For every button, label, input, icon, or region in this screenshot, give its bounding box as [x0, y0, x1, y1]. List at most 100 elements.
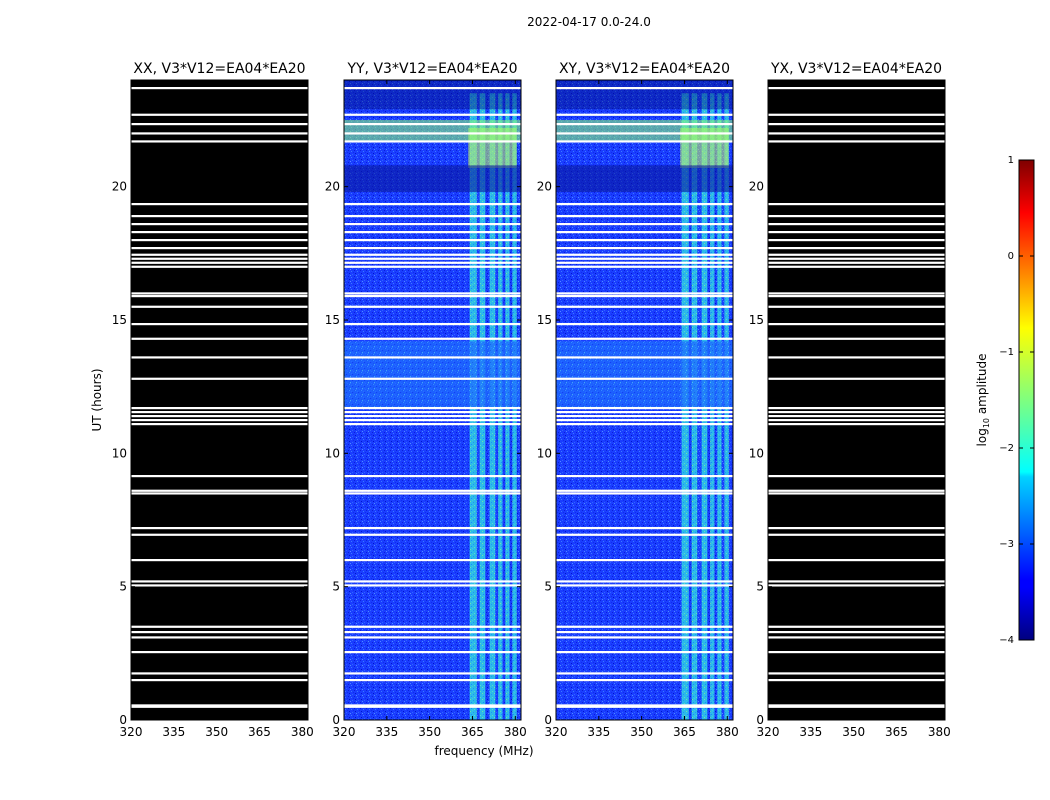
flagged-row [344, 475, 521, 478]
y-tick-label: 20 [325, 180, 340, 194]
flagged-row [344, 253, 521, 256]
flagged-row [556, 559, 733, 562]
panel-3: XY, V3*V12=EA04*EA20 320 335 350 365 380 0 5 10 1… [537, 61, 739, 739]
elevated-region [344, 341, 521, 408]
flagged-row [344, 337, 521, 340]
bright-row [556, 120, 733, 142]
flagged-row [768, 651, 945, 654]
flagged-row [768, 489, 945, 492]
flagged-row [556, 527, 733, 530]
flagged-row [344, 140, 521, 143]
flagged-row [768, 247, 945, 250]
flagged-row [131, 231, 308, 234]
flagged-row [556, 636, 733, 639]
flagged-row [556, 489, 733, 492]
panel-title: XX, V3*V12=EA04*EA20 [133, 61, 305, 77]
flagged-row [556, 411, 733, 414]
flagged-row [556, 203, 733, 206]
flagged-row [131, 625, 308, 628]
flagged-row [768, 261, 945, 264]
colorbar-tick-label: 1 [1008, 155, 1014, 166]
flagged-row [131, 584, 308, 587]
flagged-row [768, 631, 945, 634]
flagged-row [344, 247, 521, 250]
flagged-row [131, 113, 308, 116]
bright-row [344, 120, 521, 142]
flagged-row [344, 705, 521, 708]
flagged-row [344, 625, 521, 628]
flagged-row [344, 292, 521, 295]
y-tick-label: 20 [749, 180, 764, 194]
x-tick-label: 350 [842, 725, 865, 739]
flagged-row [344, 123, 521, 126]
flagged-row [768, 636, 945, 639]
dark-region [344, 165, 521, 192]
flagged-row [556, 377, 733, 380]
flagged-row [556, 223, 733, 226]
flagged-row [344, 377, 521, 380]
flagged-row [556, 407, 733, 410]
flagged-row [768, 407, 945, 410]
x-tick-label: 365 [248, 725, 271, 739]
y-tick-label: 5 [544, 580, 552, 594]
flagged-row [344, 407, 521, 410]
flagged-row [768, 704, 945, 707]
flagged-row [768, 419, 945, 422]
x-tick-label: 365 [673, 725, 696, 739]
x-tick-label: 365 [885, 725, 908, 739]
flagged-row [344, 672, 521, 675]
flagged-row [556, 651, 733, 654]
flagged-row [344, 651, 521, 654]
flagged-row [131, 261, 308, 264]
flagged-row [131, 423, 308, 426]
flagged-row [131, 651, 308, 654]
flagged-row [344, 411, 521, 414]
flagged-row [768, 292, 945, 295]
flagged-row [344, 323, 521, 326]
x-tick-label: 350 [418, 725, 441, 739]
flagged-row [131, 527, 308, 530]
flagged-row [344, 257, 521, 260]
flagged-row [344, 305, 521, 308]
x-tick-label: 380 [716, 725, 739, 739]
flagged-row [556, 140, 733, 143]
flagged-row [131, 559, 308, 562]
flagged-row [768, 223, 945, 226]
flagged-row [131, 636, 308, 639]
flagged-row [768, 265, 945, 268]
flagged-row [556, 253, 733, 256]
panel-2: YY, V3*V12=EA04*EA20 320 335 350 365 380 0 5 10 1… [325, 61, 527, 739]
flagged-row [131, 679, 308, 682]
x-tick-label: 335 [375, 725, 398, 739]
flagged-row [768, 423, 945, 426]
flagged-row [768, 533, 945, 536]
flagged-row [556, 415, 733, 418]
flagged-row [768, 559, 945, 562]
colorbar-tick-label: −3 [999, 539, 1014, 550]
flagged-row [556, 132, 733, 135]
flagged-row [556, 580, 733, 583]
flagged-row [131, 295, 308, 298]
panel-frame [767, 79, 946, 721]
flagged-row [131, 533, 308, 536]
flagged-row [344, 356, 521, 359]
flagged-row [131, 215, 308, 218]
flagged-row [768, 679, 945, 682]
flagged-row [344, 533, 521, 536]
flagged-row [556, 261, 733, 264]
flagged-row [131, 411, 308, 414]
flagged-row [556, 292, 733, 295]
x-tick-label: 350 [205, 725, 228, 739]
colorbar-tick-label: −4 [999, 635, 1014, 646]
flagged-row [131, 140, 308, 143]
flagged-row [131, 580, 308, 583]
flagged-row [344, 132, 521, 135]
y-tick-label: 15 [537, 313, 552, 327]
flagged-row [131, 305, 308, 308]
panel-frame [130, 79, 309, 721]
flagged-row [344, 223, 521, 226]
flagged-row [556, 337, 733, 340]
flagged-row [131, 323, 308, 326]
flagged-row [131, 87, 308, 90]
